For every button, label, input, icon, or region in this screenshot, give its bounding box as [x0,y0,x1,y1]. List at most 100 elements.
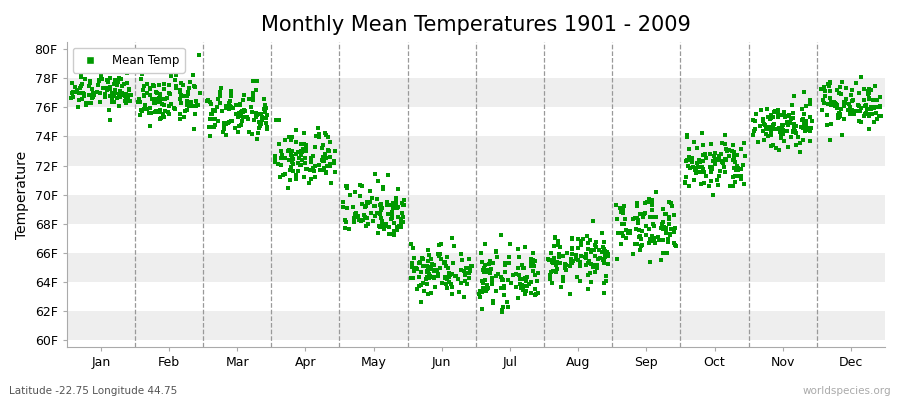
Point [527,258,542,264]
Point [391,186,405,192]
Point [137,93,151,100]
Point [414,255,428,261]
Point [207,124,221,130]
Point [866,97,880,104]
Point [281,148,295,154]
Point [320,162,334,169]
Point [771,111,786,117]
Point [669,242,683,249]
Point [693,181,707,187]
Point [376,186,391,192]
Point [110,94,124,101]
Point [646,214,661,220]
Point [703,164,717,170]
Point [137,92,151,98]
Point [278,137,293,144]
Point [282,147,296,153]
Point [679,174,693,180]
Point [357,204,372,210]
Point [478,241,492,248]
Point [845,96,859,103]
Point [386,232,400,238]
Point [131,96,146,102]
Point [565,236,580,242]
Point [632,234,646,240]
Point [571,257,585,263]
Point [853,74,868,80]
Point [202,98,217,105]
Point [293,141,308,148]
Point [748,118,762,124]
Point [564,250,579,257]
Point [796,116,810,123]
Point [258,104,273,111]
Point [300,166,314,172]
Point [569,256,583,262]
Point [526,250,540,257]
Point [778,114,792,120]
Point [756,118,770,124]
Point [852,90,867,96]
Bar [67,136,885,166]
Point [458,277,473,284]
Point [291,149,305,156]
Point [454,280,468,286]
Point [708,161,723,167]
Point [309,133,323,140]
Point [656,206,670,212]
Point [367,212,382,219]
Point [385,205,400,212]
Point [868,82,882,89]
Point [430,267,445,273]
Point [693,158,707,165]
Point [304,159,319,165]
Point [182,102,196,109]
Point [423,273,437,280]
Point [553,244,567,250]
Point [573,242,588,248]
Point [486,300,500,306]
Point [308,144,322,151]
Point [360,215,374,221]
Point [842,104,857,110]
Point [373,202,387,208]
Point [390,226,404,233]
Point [253,123,267,130]
Point [656,237,670,244]
Point [445,271,459,277]
Point [117,91,131,98]
Point [851,117,866,124]
Point [211,96,225,102]
Point [69,86,84,93]
Point [342,192,356,198]
Point [203,116,218,122]
Point [339,185,354,191]
Point [481,285,495,292]
Bar [67,108,885,136]
Point [820,112,834,118]
Point [580,246,595,252]
Point [598,248,612,254]
Point [443,272,457,278]
Point [806,118,820,124]
Point [235,108,249,114]
Point [730,152,744,158]
Point [204,111,219,118]
Point [796,125,810,132]
Point [725,142,740,148]
Point [230,129,245,136]
Point [555,253,570,259]
Point [850,102,865,108]
Point [373,211,387,218]
Point [122,98,137,104]
Bar [67,166,885,194]
Point [274,155,288,161]
Point [498,259,512,266]
Point [523,262,537,269]
Point [633,211,647,218]
Point [311,131,326,138]
Point [834,90,849,97]
Point [644,202,659,208]
Point [234,122,248,128]
Point [635,214,650,220]
